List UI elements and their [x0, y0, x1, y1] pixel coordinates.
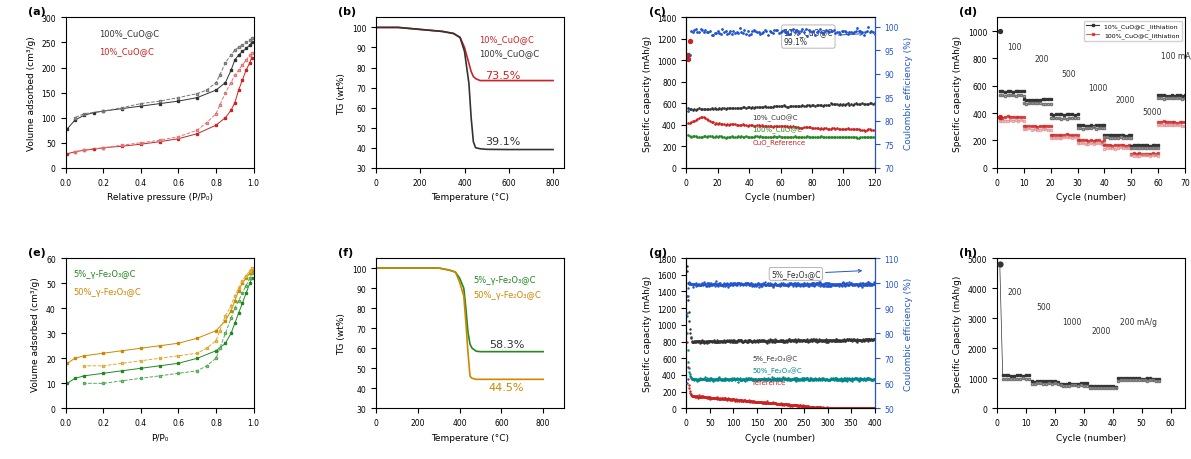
Text: CuO_Reference: CuO_Reference	[753, 140, 805, 146]
Text: 100 mA/g: 100 mA/g	[1161, 52, 1191, 62]
Text: 10%_CuO@C: 10%_CuO@C	[99, 47, 155, 56]
Point	[990, 28, 1009, 36]
X-axis label: Cycle (number): Cycle (number)	[746, 433, 816, 442]
Text: 1000: 1000	[1062, 318, 1081, 326]
Text: (d): (d)	[959, 7, 978, 17]
Y-axis label: Coulombic efficiency (%): Coulombic efficiency (%)	[904, 37, 913, 150]
Y-axis label: Specific capacity (mAh/g): Specific capacity (mAh/g)	[643, 275, 651, 392]
Text: 100: 100	[1008, 43, 1022, 52]
Text: 1000: 1000	[1089, 84, 1108, 93]
Text: (c): (c)	[649, 7, 666, 17]
Text: 44.5%: 44.5%	[488, 382, 524, 392]
Text: reference: reference	[753, 380, 786, 386]
Text: 200: 200	[1008, 287, 1022, 297]
Text: (f): (f)	[338, 247, 354, 257]
Text: 58.3%: 58.3%	[488, 339, 524, 349]
Text: 100%_CuO@C: 100%_CuO@C	[99, 29, 160, 39]
Y-axis label: TG (wt%): TG (wt%)	[337, 313, 347, 354]
Text: 5%_γ-Fe₂O₃@C: 5%_γ-Fe₂O₃@C	[73, 269, 136, 279]
Y-axis label: Specific capacity (mAh/g): Specific capacity (mAh/g)	[643, 35, 651, 151]
Text: 50%_γ-Fe₂O₃@C: 50%_γ-Fe₂O₃@C	[73, 287, 141, 297]
Text: (g): (g)	[649, 247, 667, 257]
Text: 200 mA/g: 200 mA/g	[1121, 318, 1158, 326]
Text: 39.1%: 39.1%	[485, 136, 520, 146]
Text: (e): (e)	[27, 247, 45, 257]
Y-axis label: Volume adsorbed (cm³/g): Volume adsorbed (cm³/g)	[31, 276, 40, 391]
X-axis label: Cycle (number): Cycle (number)	[1056, 433, 1125, 442]
Text: 2000: 2000	[1091, 326, 1111, 336]
Text: 50%_Fe₂O₃@C: 50%_Fe₂O₃@C	[753, 367, 802, 374]
X-axis label: Cycle (number): Cycle (number)	[746, 193, 816, 202]
Text: 10%_CuO@C: 10%_CuO@C	[480, 35, 535, 45]
Text: 5%_γ-Fe₂O₃@C: 5%_γ-Fe₂O₃@C	[474, 275, 536, 285]
X-axis label: P/P₀: P/P₀	[151, 433, 168, 442]
Text: 50%_γ-Fe₂O₃@C: 50%_γ-Fe₂O₃@C	[474, 291, 542, 299]
Point	[990, 114, 1009, 122]
Legend: 10%_CuO@C _lithiation, 100%_CuO@C_lithiation: 10%_CuO@C _lithiation, 100%_CuO@C_lithia…	[1084, 22, 1181, 42]
Point	[679, 52, 698, 60]
Text: 500: 500	[1036, 302, 1050, 312]
X-axis label: Temperature (°C): Temperature (°C)	[431, 193, 509, 202]
Point	[680, 38, 699, 45]
Text: 10%_CuO@C
99.1%: 10%_CuO@C 99.1%	[784, 28, 863, 47]
Text: 5%_Fe₂O₃@C: 5%_Fe₂O₃@C	[753, 355, 798, 362]
Text: 200: 200	[1035, 55, 1049, 64]
Text: (b): (b)	[338, 7, 356, 17]
Text: 2000: 2000	[1115, 96, 1135, 105]
Text: 100%_CuO@C: 100%_CuO@C	[753, 127, 803, 134]
Y-axis label: Volume adsorbed (cm³/g): Volume adsorbed (cm³/g)	[26, 36, 36, 151]
Y-axis label: Coulombic efficiency (%): Coulombic efficiency (%)	[904, 277, 913, 390]
Text: 5%_Fe₂O₃@C: 5%_Fe₂O₃@C	[771, 270, 861, 279]
Text: 10%_CuO@C: 10%_CuO@C	[753, 115, 798, 122]
Y-axis label: TG (wt%): TG (wt%)	[337, 73, 347, 114]
Text: 73.5%: 73.5%	[485, 70, 520, 80]
Text: 5000: 5000	[1142, 107, 1161, 117]
Y-axis label: Specific Capacity (mAh/g): Specific Capacity (mAh/g)	[953, 275, 962, 392]
Text: (a): (a)	[27, 7, 45, 17]
Y-axis label: Specific capacity (mAh/g): Specific capacity (mAh/g)	[953, 35, 962, 151]
Point	[990, 261, 1009, 268]
X-axis label: Cycle (number): Cycle (number)	[1056, 193, 1125, 202]
Text: 100%_CuO@C: 100%_CuO@C	[480, 49, 540, 58]
X-axis label: Relative pressure (P/P₀): Relative pressure (P/P₀)	[106, 193, 212, 202]
Point	[679, 56, 698, 64]
X-axis label: Temperature (°C): Temperature (°C)	[431, 433, 509, 442]
Text: 500: 500	[1061, 70, 1075, 79]
Text: (h): (h)	[959, 247, 978, 257]
